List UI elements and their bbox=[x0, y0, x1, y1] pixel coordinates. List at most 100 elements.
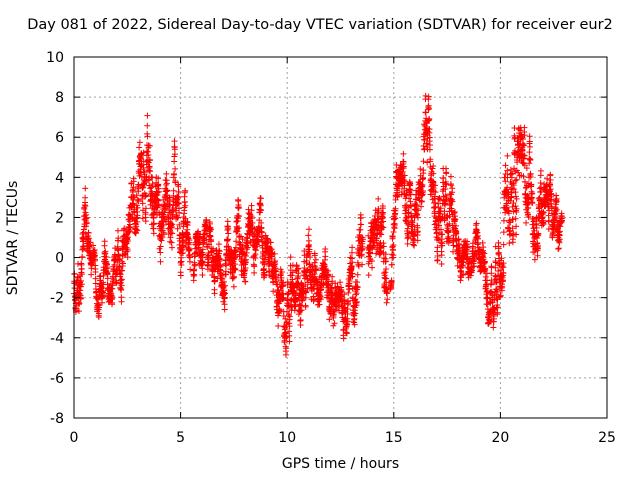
data-point bbox=[390, 228, 397, 235]
data-point bbox=[205, 262, 212, 269]
data-point bbox=[176, 221, 183, 228]
data-point bbox=[163, 170, 170, 177]
data-point bbox=[343, 330, 350, 337]
data-point bbox=[122, 251, 129, 258]
data-point bbox=[375, 195, 382, 202]
data-point bbox=[522, 178, 529, 185]
data-point bbox=[337, 279, 344, 286]
data-point bbox=[191, 262, 198, 269]
data-point bbox=[292, 296, 299, 303]
data-point bbox=[88, 265, 95, 272]
data-point bbox=[174, 200, 181, 207]
data-point bbox=[142, 205, 149, 212]
data-point bbox=[509, 225, 516, 232]
data-point bbox=[344, 311, 351, 318]
data-point bbox=[223, 262, 230, 269]
data-point bbox=[133, 226, 140, 233]
data-point bbox=[146, 157, 153, 164]
data-point bbox=[199, 265, 206, 272]
data-point bbox=[232, 244, 239, 251]
data-point bbox=[414, 237, 421, 244]
data-point bbox=[103, 253, 110, 260]
data-point bbox=[286, 320, 293, 327]
data-point bbox=[510, 216, 517, 223]
data-point bbox=[411, 226, 418, 233]
data-point bbox=[418, 198, 425, 205]
data-point bbox=[482, 273, 489, 280]
data-point bbox=[439, 231, 446, 238]
data-point bbox=[224, 218, 231, 225]
data-point bbox=[136, 144, 143, 151]
data-point bbox=[288, 272, 295, 279]
data-point bbox=[504, 167, 511, 174]
data-point bbox=[341, 291, 348, 298]
data-point bbox=[498, 273, 505, 280]
data-point bbox=[523, 165, 530, 172]
data-point bbox=[533, 224, 540, 231]
data-point bbox=[420, 175, 427, 182]
data-point bbox=[473, 220, 480, 227]
data-point bbox=[185, 235, 192, 242]
data-point bbox=[139, 215, 146, 222]
data-point bbox=[474, 229, 481, 236]
data-point bbox=[414, 228, 421, 235]
data-point bbox=[420, 167, 427, 174]
data-point bbox=[417, 165, 424, 172]
data-point bbox=[115, 227, 122, 234]
data-point bbox=[384, 290, 391, 297]
data-point bbox=[211, 290, 218, 297]
data-point bbox=[390, 242, 397, 249]
data-point bbox=[157, 258, 164, 265]
data-point bbox=[297, 316, 304, 323]
data-point bbox=[235, 213, 242, 220]
data-point bbox=[222, 271, 229, 278]
data-point bbox=[353, 291, 360, 298]
x-tick-label: 25 bbox=[598, 430, 616, 446]
data-point bbox=[390, 252, 397, 259]
data-point bbox=[443, 196, 450, 203]
data-point bbox=[231, 273, 238, 280]
data-point bbox=[381, 272, 388, 279]
data-point bbox=[525, 204, 532, 211]
data-point bbox=[375, 207, 382, 214]
data-point bbox=[443, 169, 450, 176]
data-point bbox=[130, 178, 137, 185]
data-point bbox=[488, 270, 495, 277]
data-point bbox=[351, 321, 358, 328]
data-point bbox=[142, 193, 149, 200]
data-point bbox=[322, 253, 329, 260]
data-point bbox=[305, 232, 312, 239]
data-point bbox=[482, 259, 489, 266]
data-point bbox=[409, 230, 416, 237]
data-point bbox=[139, 184, 146, 191]
data-point bbox=[303, 289, 310, 296]
data-point bbox=[221, 290, 228, 297]
data-point bbox=[282, 351, 289, 358]
data-point bbox=[167, 234, 174, 241]
data-point bbox=[144, 122, 151, 129]
data-point bbox=[435, 222, 442, 229]
data-point bbox=[130, 184, 137, 191]
data-point bbox=[445, 229, 452, 236]
data-point bbox=[377, 230, 384, 237]
data-point bbox=[280, 312, 287, 319]
data-point bbox=[535, 245, 542, 252]
data-point bbox=[353, 298, 360, 305]
data-point bbox=[490, 315, 497, 322]
data-point bbox=[382, 258, 389, 265]
data-point bbox=[170, 187, 177, 194]
data-point bbox=[357, 226, 364, 233]
data-point bbox=[442, 185, 449, 192]
y-tick-label: 2 bbox=[55, 210, 64, 226]
data-point bbox=[150, 215, 157, 222]
data-point bbox=[507, 219, 514, 226]
data-point bbox=[184, 219, 191, 226]
data-point bbox=[79, 253, 86, 260]
data-point bbox=[82, 203, 89, 210]
data-point bbox=[303, 271, 310, 278]
data-point bbox=[133, 215, 140, 222]
data-point bbox=[292, 289, 299, 296]
data-point bbox=[494, 304, 501, 311]
data-point bbox=[340, 335, 347, 342]
